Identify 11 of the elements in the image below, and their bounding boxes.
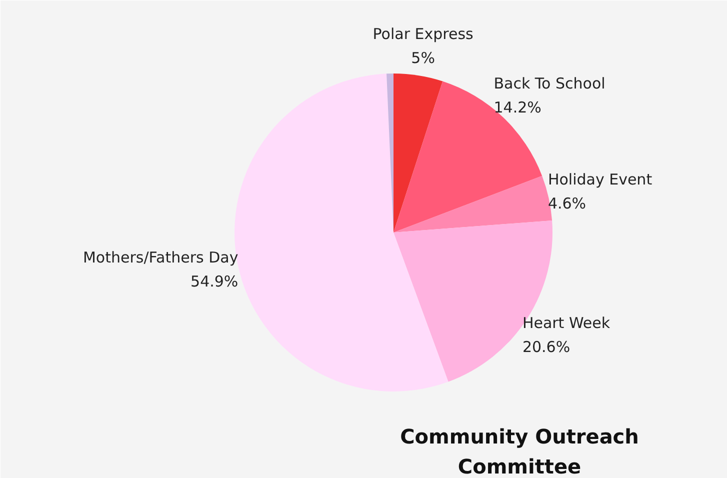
text: Community Outreach Committee <box>400 424 639 478</box>
data-label: 5% <box>411 48 435 67</box>
data-label: 4.6% <box>548 194 586 212</box>
slice-label: Heart Week <box>522 314 610 332</box>
slice-label: Back To School <box>494 74 606 93</box>
data-label: 20.6% <box>522 338 570 356</box>
data-label: 54.9% <box>190 272 238 291</box>
slice-label: Polar Express <box>372 24 474 43</box>
slice-label: Mothers/Fathers Day <box>82 248 238 267</box>
slice-label: Holiday Event <box>548 170 652 188</box>
data-label: 14.2% <box>494 98 542 117</box>
